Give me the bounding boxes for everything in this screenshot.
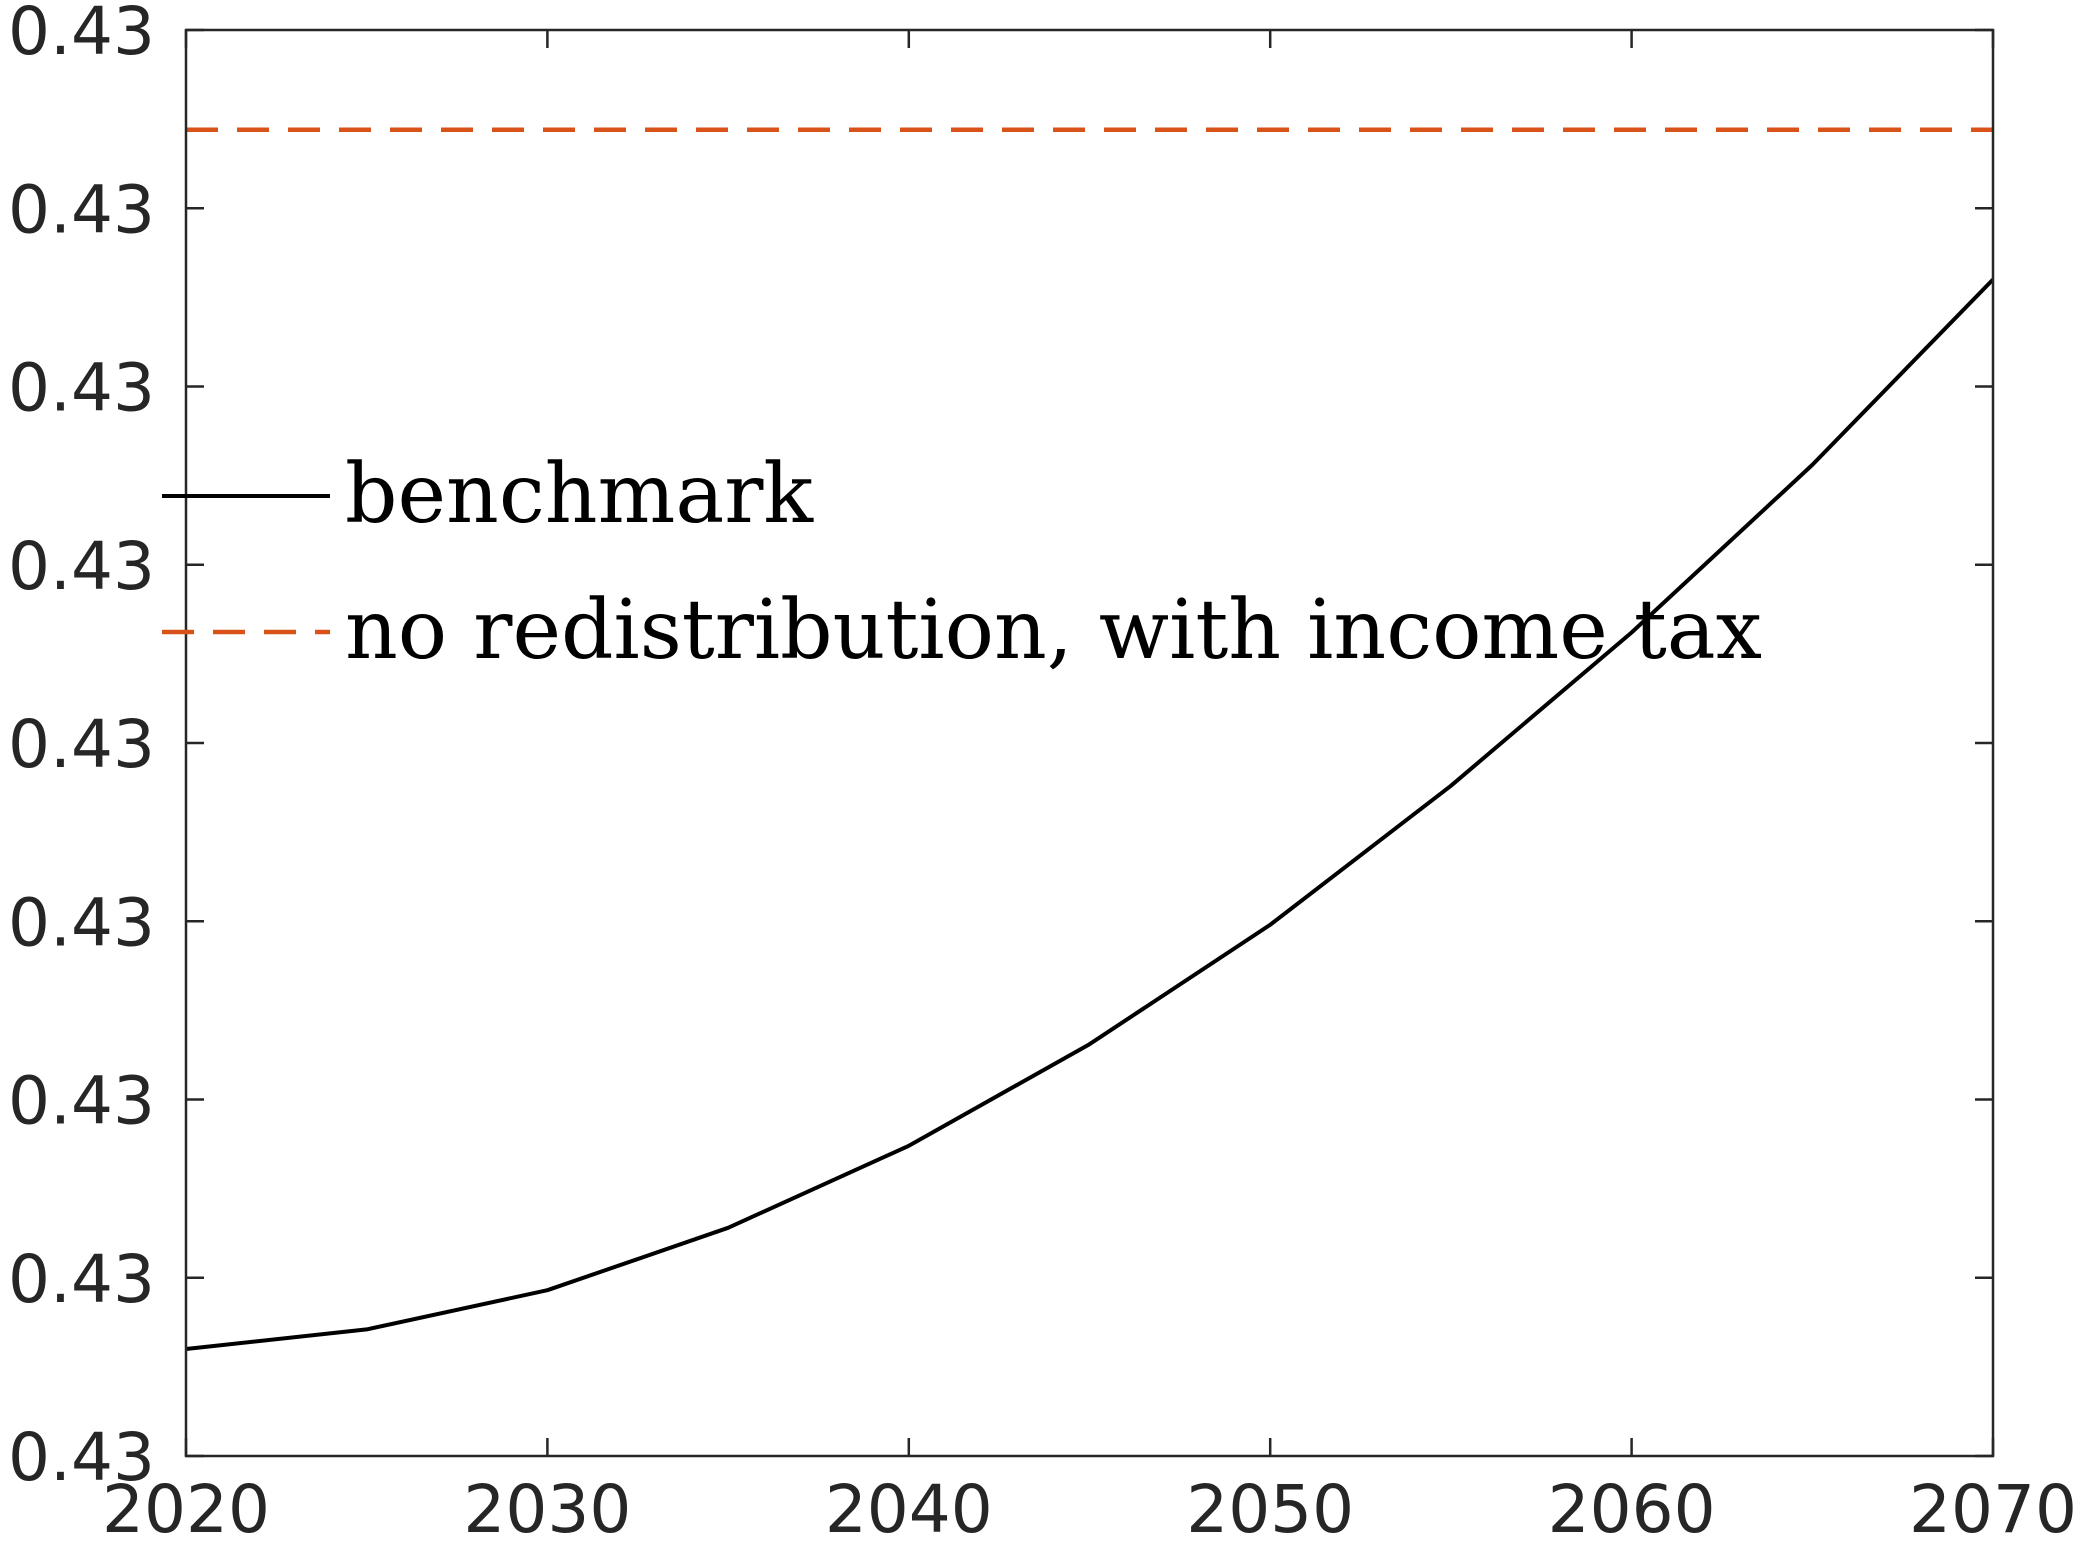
ticks-layer: 2020 2030 2040 2050 2060 2070 0.43 0.43 0.43 0.43… (8, 0, 2077, 1548)
y-tick-label: 0.43 (8, 884, 155, 961)
y-tick-label: 0.43 (8, 1063, 155, 1140)
y-tick-label: 0.43 (8, 706, 155, 783)
plot-background (186, 30, 1993, 1456)
x-tick-label: 2070 (1909, 1471, 2077, 1548)
y-tick-label: 0.43 (8, 1241, 155, 1318)
y-tick-label: 0.43 (8, 528, 155, 605)
x-tick-label: 2030 (463, 1471, 631, 1548)
x-tick-label: 2060 (1548, 1471, 1716, 1548)
legend: benchmark no redistribution, with income … (162, 447, 1762, 678)
x-tick-label: 2020 (102, 1471, 270, 1548)
plot-area (186, 30, 1993, 1456)
series-layer (185, 127, 1995, 1351)
y-tick-label: 0.43 (8, 1419, 155, 1496)
y-tick-label: 0.43 (8, 171, 155, 248)
x-tick-label: 2040 (825, 1471, 993, 1548)
series-line-0 (185, 278, 1995, 1351)
y-tick-label: 0.43 (8, 350, 155, 427)
x-tick-label: 2050 (1186, 1471, 1354, 1548)
legend-label-0: benchmark (345, 447, 814, 542)
legend-label-1: no redistribution, with income tax (345, 583, 1762, 678)
y-tick-label: 0.43 (8, 0, 155, 70)
